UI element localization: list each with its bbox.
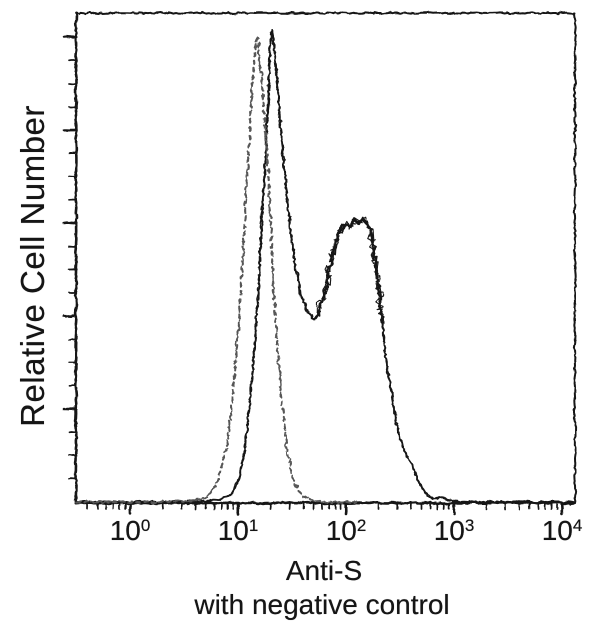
x-tick-label-10e3: 103 — [433, 515, 475, 546]
x-tick-exponent: 2 — [356, 516, 367, 535]
x-axis-sublabel: with negative control — [194, 589, 450, 620]
x-tick-label-10e1: 101 — [217, 515, 259, 546]
y-axis-label: Relative Cell Number — [14, 105, 51, 427]
x-tick-label-10e2: 102 — [325, 515, 367, 546]
x-tick-exponent: 4 — [572, 516, 583, 535]
x-tick-exponent: 0 — [140, 516, 151, 535]
x-tick-label-10e0: 100 — [109, 515, 151, 546]
x-tick-exponent: 1 — [248, 516, 259, 535]
x-tick-exponent: 3 — [464, 516, 475, 535]
x-tick-label-10e4: 104 — [541, 515, 583, 546]
x-axis-label: Anti-S — [285, 555, 363, 586]
